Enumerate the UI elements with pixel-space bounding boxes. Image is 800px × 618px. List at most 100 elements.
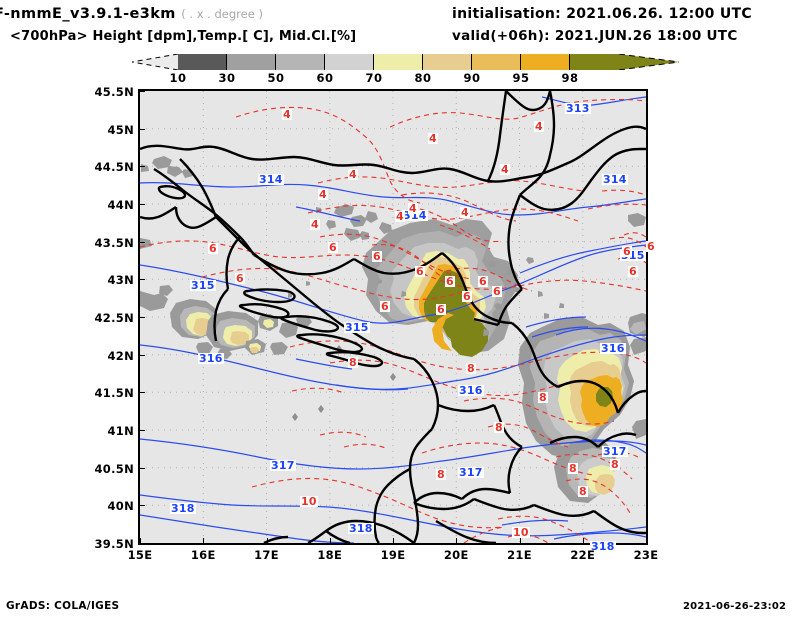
colorbar-band-1	[227, 54, 276, 70]
lon-tick-16E	[203, 538, 205, 543]
temp-contour-label-8-24: 8	[348, 356, 358, 369]
temp-contour-label-6-16: 6	[462, 290, 472, 303]
temp-contour-label-8-28: 8	[436, 468, 446, 481]
lat-label-41.5N: 41.5N	[94, 386, 134, 401]
attribution-label: GrADS: COLA/IGES	[6, 600, 120, 612]
lat-label-45N: 45N	[107, 122, 134, 137]
lat-tick-42N	[140, 354, 145, 356]
colorbar-tick-labels: 10 30 50 60 70 80 90 95 98	[132, 71, 668, 85]
lat-label-42.5N: 42.5N	[94, 311, 134, 325]
lat-label-40.5N: 40.5N	[94, 461, 134, 476]
lat-label-39.5N: 39.5N	[94, 537, 134, 551]
colorbar-tick-90: 90	[463, 71, 481, 85]
colorbar-band-3	[325, 54, 374, 70]
temp-contour-label-6-11: 6	[235, 272, 245, 285]
lat-tick-45N	[140, 128, 145, 130]
lat-label-44N: 44N	[107, 198, 134, 212]
lat-label-43.5N: 43.5N	[94, 235, 134, 250]
height-contour-label-315-4: 315	[190, 279, 216, 292]
height-contour-label-314-1: 314	[602, 173, 628, 186]
colorbar-tick-95: 95	[512, 71, 530, 85]
colorbar-tick-80: 80	[414, 71, 432, 85]
lat-label-42N: 42N	[107, 348, 134, 363]
initialisation-time: initialisation: 2021.06.26. 12:00 UTC	[452, 6, 752, 22]
colorbar-over-arrow	[619, 54, 679, 70]
temp-contour-label-8-25: 8	[466, 362, 476, 375]
lat-label-45.5N: 45.5N	[94, 85, 134, 99]
lon-label-22E: 22E	[570, 548, 596, 562]
temp-contour-label-8-26: 8	[538, 391, 548, 404]
colorbar-tick-70: 70	[365, 71, 383, 85]
temp-contour-label-4-0: 4	[282, 108, 292, 121]
temp-contour-label-6-17: 6	[492, 285, 502, 298]
lon-label-21E: 21E	[507, 548, 532, 562]
coastlines-and-borders	[140, 91, 646, 543]
lat-tick-39.5N	[140, 543, 145, 544]
temp-contour-label-6-14: 6	[415, 265, 425, 278]
temp-contour-label-8-27: 8	[494, 421, 504, 434]
colorbar-bands	[178, 54, 619, 70]
valid-time: valid(+06h): 2021.JUN.26 18:00 UTC	[452, 28, 738, 44]
model-title-text: F-nmmE_v3.9.1-e3km	[0, 6, 176, 22]
height-contour-label-316-7: 316	[198, 352, 224, 365]
colorbar-band-0	[178, 54, 227, 70]
temp-contour-label-6-20: 6	[478, 275, 488, 288]
lat-tick-42.5N	[140, 317, 145, 318]
temp-contour-label-8-29: 8	[568, 462, 578, 475]
colorbar-tick-50: 50	[267, 71, 285, 85]
temp-contour-label-4-4: 4	[408, 202, 418, 215]
height-contour-label-314-2: 314	[402, 209, 428, 222]
lon-label-17E: 17E	[254, 548, 279, 562]
lon-tick-19E	[393, 538, 394, 543]
temp-contour-label-4-8: 4	[500, 163, 510, 176]
lon-tick-15E	[140, 538, 141, 543]
colorbar-tick-10: 10	[169, 71, 187, 85]
temp-contour-label-4-3: 4	[318, 188, 328, 201]
colorbar-tick-30: 30	[218, 71, 236, 85]
lon-tick-22E	[582, 538, 584, 543]
height-contour-label-315-5: 315	[344, 321, 370, 334]
height-contour-label-317-11: 317	[458, 466, 484, 479]
height-contour-label-317-12: 317	[602, 445, 628, 458]
cloud-core-bulgaria	[596, 387, 613, 407]
temp-contour-label-6-18: 6	[380, 300, 390, 313]
temp-contour-label-6-22: 6	[628, 265, 638, 278]
map-svg	[140, 91, 646, 543]
height-contour-label-316-9: 316	[600, 342, 626, 355]
height-contour-label-316-8: 316	[458, 384, 484, 397]
temperature-contours	[140, 98, 646, 543]
temp-contour-label-8-30: 8	[610, 458, 620, 471]
colorbar-band-4	[374, 54, 423, 70]
colorbar-band-2	[276, 54, 325, 70]
height-contour-label-318-13: 318	[170, 502, 196, 515]
temp-contour-label-6-15: 6	[445, 275, 455, 288]
height-contour-label-313-3: 313	[565, 102, 591, 115]
lat-tick-40N	[140, 505, 145, 507]
temp-contour-label-6-21: 6	[622, 245, 632, 258]
colorbar-under-arrow	[132, 54, 178, 70]
temp-contour-label-4-6: 4	[395, 210, 405, 223]
map-plot-area[interactable]: 314 314 314 313 315 315 315 316 316 316 317 317 317 3…	[138, 89, 656, 552]
lon-tick-21E	[519, 538, 521, 543]
colorbar-tick-98: 98	[561, 71, 579, 85]
colorbar-band-5	[423, 54, 472, 70]
colorbar-over-arrow-wrap	[619, 54, 679, 70]
lat-tick-40.5N	[140, 467, 145, 469]
lat-label-44.5N: 44.5N	[94, 160, 134, 175]
temp-contour-label-8-31: 8	[578, 485, 588, 498]
height-contour-label-318-14: 318	[348, 522, 374, 535]
colorbar-legend: 10 30 50 60 70 80 90 95 98	[132, 54, 679, 85]
lon-label-20E: 20E	[443, 548, 469, 562]
height-contour-label-318-15: 318	[590, 540, 616, 553]
temp-contour-label-10-33: 10	[512, 526, 530, 539]
colorbar-band-8	[570, 54, 619, 70]
temp-contour-label-6-23: 6	[646, 240, 656, 253]
temp-contour-label-4-2: 4	[348, 168, 358, 181]
generation-timestamp: 2021-06-26-23:02	[683, 601, 787, 612]
fields-description: <700hPa> Height [dpm],Temp.[ C], Mid.Cl.…	[10, 29, 357, 44]
height-contour-label-314-0: 314	[258, 173, 284, 186]
lat-tick-41.5N	[140, 392, 145, 394]
lon-label-16E: 16E	[190, 548, 216, 562]
temp-contour-label-6-19: 6	[436, 303, 446, 316]
